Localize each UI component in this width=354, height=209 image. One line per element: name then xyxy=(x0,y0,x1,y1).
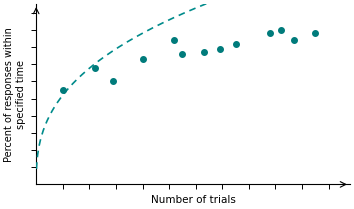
Point xyxy=(110,80,116,83)
Point xyxy=(140,57,145,61)
Point xyxy=(172,38,177,42)
Point xyxy=(267,32,273,35)
Point xyxy=(291,38,297,42)
Point xyxy=(217,47,222,50)
Point xyxy=(60,88,65,92)
X-axis label: Number of trials: Number of trials xyxy=(150,195,235,205)
Y-axis label: Percent of responses within
specified time: Percent of responses within specified ti… xyxy=(4,27,26,162)
Point xyxy=(313,32,318,35)
Point xyxy=(92,66,97,69)
Point xyxy=(201,51,206,54)
Point xyxy=(233,42,238,45)
Point xyxy=(179,52,185,56)
Point xyxy=(278,28,284,32)
